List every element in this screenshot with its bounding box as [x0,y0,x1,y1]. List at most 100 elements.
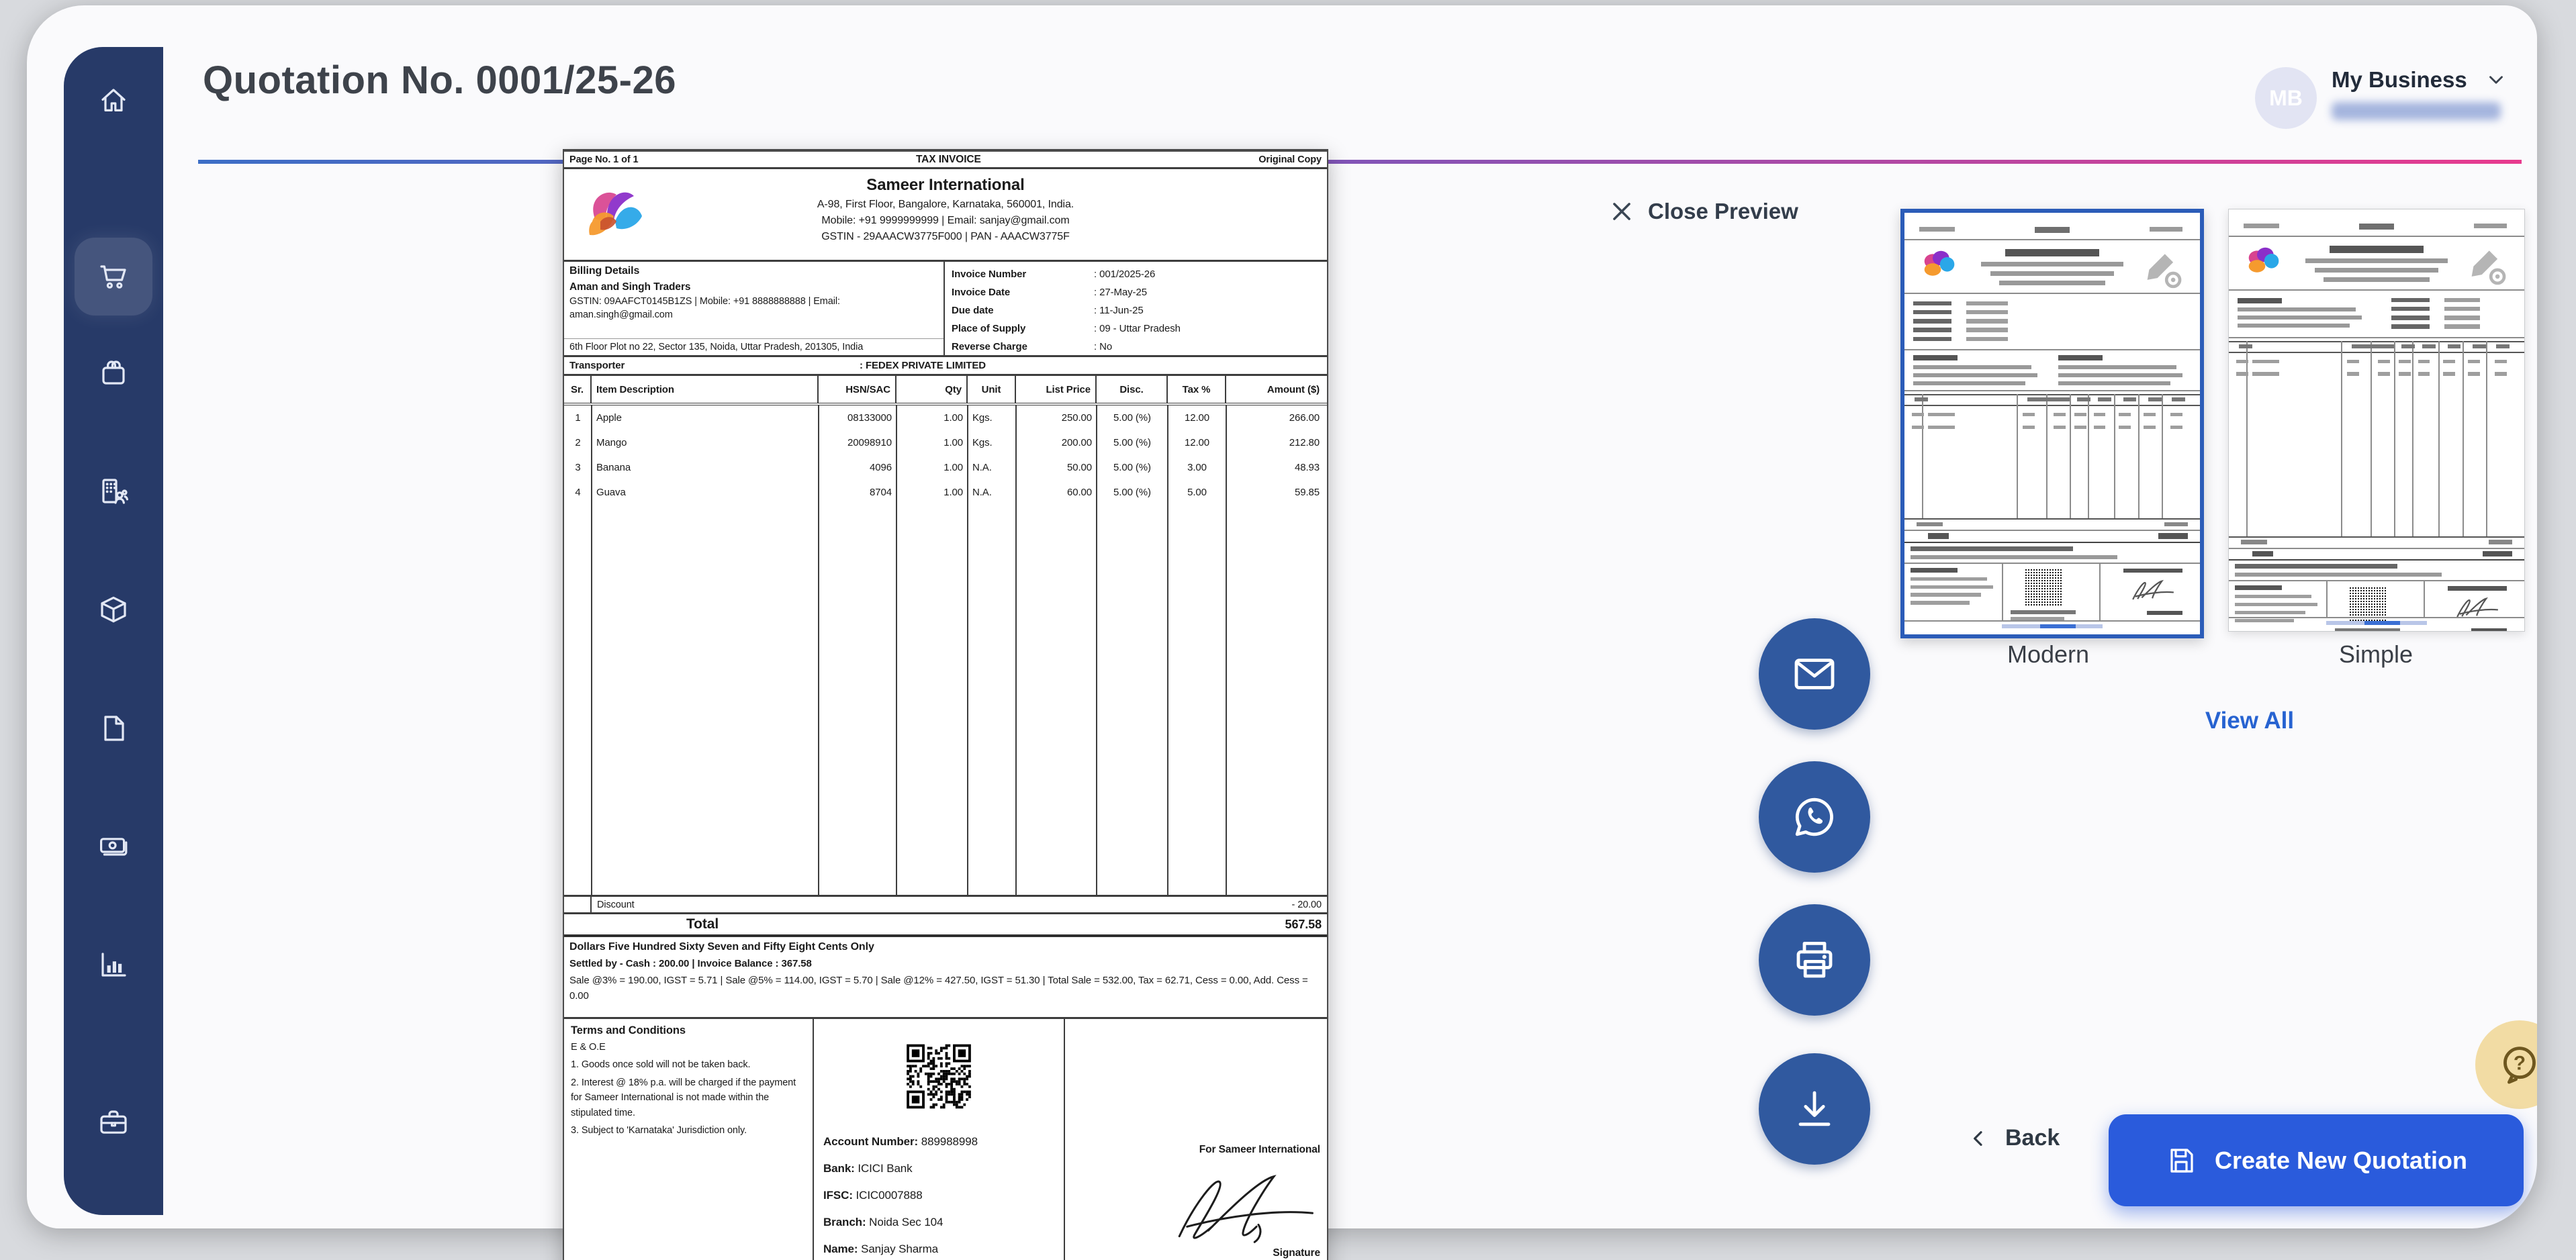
print-share-button[interactable] [1759,904,1870,1016]
transporter-value: : FEDEX PRIVATE LIMITED [860,360,986,371]
package-box-icon [97,593,130,626]
invoice-copy-type: Original Copy [1258,154,1322,165]
items-table-body: 1 Apple 08133000 1.00 Kgs. 250.00 5.00 (%) 12.0… [564,405,1327,897]
company-address: A-98, First Floor, Bangalore, Karnataka,… [817,199,1074,210]
page-title: Quotation No. 0001/25-26 [203,58,676,102]
create-new-quotation-button[interactable]: Create New Quotation [2109,1114,2524,1206]
close-preview-label: Close Preview [1648,199,1798,224]
cart-icon [97,260,130,293]
invoice-meta-row: Invoice Date: 27-May-25 [952,287,1147,298]
svg-text:?: ? [2514,1052,2526,1074]
signature-image [1178,1175,1314,1243]
total-label: Total [686,916,719,932]
table-column-header: Sr. [564,376,592,403]
company-name: Sameer International [866,176,1025,194]
template-label-modern: Modern [2007,640,2090,668]
close-icon [1613,203,1630,220]
template-thumbnail-modern[interactable] [1900,209,2204,638]
tax-summary: Sale @3% = 190.00, IGST = 5.71 | Sale @5… [569,975,1308,1002]
table-column-header: Amount ($) [1267,383,1320,395]
sidebar-item-parties-billing[interactable] [75,452,152,530]
gift-bag-icon [97,357,130,389]
whatsapp-icon [1790,793,1839,841]
building-users-icon [97,475,130,507]
sidebar-item-orders-bag[interactable] [75,334,152,412]
invoice-doc-type: TAX INVOICE [915,153,981,165]
billing-address: 6th Floor Plot no 22, Sector 135, Noida,… [564,338,944,355]
sidebar-item-documents-file[interactable] [75,689,152,767]
bank-detail-row: IFSC: ICIC0007888 [823,1189,923,1202]
bank-detail-row: Bank: ICICI Bank [823,1162,913,1175]
gradient-divider [198,160,2522,164]
signature-section: For Sameer International Signature [1065,1019,1327,1260]
chevron-down-icon[interactable] [2485,68,2508,91]
save-icon [2170,1148,2193,1173]
amount-in-words: Dollars Five Hundred Sixty Seven and Fif… [569,941,874,953]
file-icon [97,712,130,744]
account-menu[interactable]: MB My Business [2255,67,2508,129]
back-label: Back [2005,1125,2060,1151]
bank-detail-row: Name: Sanjay Sharma [823,1243,939,1255]
printer-icon [1790,936,1839,984]
invoice-preview-document: Page No. 1 of 1 TAX INVOICE Original Cop… [563,149,1328,1260]
download-share-button[interactable] [1759,1053,1870,1165]
sidebar-item-inventory-box[interactable] [75,571,152,648]
invoice-meta-row: Invoice Number: 001/2025-26 [952,269,1156,280]
mail-icon [1790,650,1839,698]
account-name: My Business [2332,67,2467,92]
terms-line: 3. Subject to 'Karnataka' Jurisdiction o… [571,1125,747,1136]
table-column-header: Unit [968,376,1016,403]
sidebar-item-home[interactable] [75,62,152,140]
company-contact: Mobile: +91 9999999999 | Email: sanjay@g… [821,215,1070,226]
close-preview-button[interactable]: Close Preview [1609,199,1798,224]
table-row: 1 Apple 08133000 1.00 Kgs. 250.00 5.00 (%) 12.0… [575,412,1320,424]
payment-qr-code [901,1039,976,1114]
sidebar-nav [64,47,163,1215]
table-row: 2 Mango 20098910 1.00 Kgs. 200.00 5.00 (%) 12.0… [575,437,1320,448]
account-email-redacted [2332,102,2501,120]
cash-icon [97,830,130,863]
settlement-line: Settled by - Cash : 200.00 | Invoice Bal… [569,958,812,969]
sidebar-item-sales-cart[interactable] [75,238,152,316]
table-column-header: HSN/SAC [819,376,896,403]
back-button[interactable]: Back [1968,1125,2060,1151]
table-column-header: Disc. [1097,376,1168,403]
terms-section: Terms and Conditions E & O.E 1. Goods onc… [564,1019,814,1260]
help-icon: ? [2503,1047,2536,1084]
billing-party: Aman and Singh Traders [569,281,691,293]
template-preview-simple [2229,209,2524,631]
template-thumbnail-simple[interactable] [2228,209,2525,632]
view-all-link[interactable]: View All [2205,708,2295,734]
create-new-quotation-label: Create New Quotation [2214,1146,2468,1174]
table-column-header: Tax % [1168,376,1226,403]
briefcase-icon [97,1106,130,1138]
table-row: 4 Guava 8704 1.00 N.A. 60.00 5.00 (%) 5.00 59.85 [575,487,1320,498]
terms-line: E & O.E [571,1042,606,1053]
avatar[interactable]: MB [2255,67,2317,129]
signature-label: Signature [1273,1247,1320,1259]
invoice-meta-row: Reverse Charge: No [952,341,1113,352]
total-value: 567.58 [1285,917,1322,931]
invoice-meta-row: Place of Supply: 09 - Uttar Pradesh [952,323,1181,334]
email-share-button[interactable] [1759,618,1870,730]
sidebar-item-business-tools[interactable] [75,1083,152,1161]
company-tax-ids: GSTIN - 29AAACW3775F000 | PAN - AAACW377… [821,231,1070,242]
home-icon [97,85,130,117]
terms-line: 1. Goods once sold will not be taken bac… [571,1059,751,1071]
table-column-header: Qty [896,376,968,403]
sidebar-item-reports-chart[interactable] [75,926,152,1004]
invoice-page-number: Page No. 1 of 1 [569,154,639,165]
terms-line: 2. Interest @ 18% p.a. will be charged i… [571,1077,796,1118]
items-table-header: Sr. Item Description HSN/SAC Qty Unit List Pr… [564,376,1327,405]
whatsapp-share-button[interactable] [1759,761,1870,873]
bar-chart-icon [97,949,130,981]
sidebar-item-payments-cash[interactable] [75,808,152,885]
help-button[interactable]: ? [2475,1020,2537,1109]
invoice-meta-row: Due date: 11-Jun-25 [952,305,1144,316]
download-icon [1790,1085,1839,1133]
table-row: 3 Banana 4096 1.00 N.A. 50.00 5.00 (%) 3.00 48.9… [575,462,1320,473]
table-column-header: Item Description [592,376,819,403]
bank-section: Account Number: 889988998 Bank: ICICI Ban… [814,1019,1065,1260]
discount-value: - 20.00 [1291,899,1322,910]
signature-for-line: For Sameer International [1199,1144,1320,1155]
